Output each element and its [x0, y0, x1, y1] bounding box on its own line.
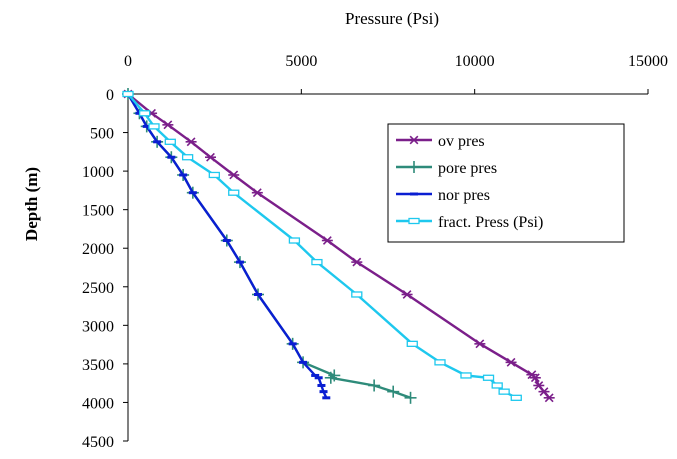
data-point — [351, 257, 363, 267]
x-tick-label: 10000 — [455, 53, 495, 70]
data-point — [317, 383, 326, 387]
data-point — [321, 236, 333, 245]
data-point — [510, 394, 522, 401]
y-tick-label: 4000 — [82, 395, 114, 412]
data-point — [185, 137, 197, 147]
data-point — [401, 290, 413, 299]
data-point — [164, 138, 176, 145]
data-point — [148, 123, 160, 130]
data-point — [529, 373, 541, 383]
legend-swatch-marker — [408, 217, 420, 225]
y-tick-label: 2500 — [82, 280, 114, 297]
data-point — [434, 359, 446, 366]
data-point — [208, 171, 220, 179]
data-point — [324, 371, 337, 384]
data-point — [179, 173, 188, 177]
data-point — [288, 342, 297, 346]
data-point — [474, 339, 486, 349]
data-point — [235, 260, 244, 264]
legend-item: pore pres — [396, 160, 497, 177]
y-tick-label: 0 — [106, 87, 114, 104]
data-point — [311, 373, 320, 377]
x-axis-title: Pressure (Psi) — [345, 9, 439, 28]
y-tick-label: 4500 — [82, 434, 114, 451]
legend-swatch-marker — [410, 192, 418, 196]
data-point — [205, 152, 217, 162]
data-point — [153, 140, 162, 144]
x-tick-label: 5000 — [285, 53, 317, 70]
data-point — [387, 385, 400, 398]
x-tick-label: 15000 — [628, 53, 668, 70]
data-point — [498, 388, 510, 395]
data-point — [122, 90, 134, 98]
data-point — [368, 379, 381, 392]
data-point — [251, 188, 263, 198]
series-0 — [122, 89, 555, 403]
legend-label: fract. Press (Psi) — [438, 214, 543, 231]
data-point — [460, 372, 472, 379]
y-tick-label: 1500 — [82, 203, 114, 220]
data-point — [222, 239, 231, 243]
data-point — [138, 110, 151, 117]
legend: ov pres pore pres nor pres fract. Press (Ps… — [387, 123, 625, 243]
axes: 0 5000 10000 15000 0 500 1000 1500 2000 2500 3000 3… — [22, 9, 668, 451]
data-point — [482, 374, 495, 381]
legend-box — [387, 123, 625, 243]
legend-item: nor pres — [396, 187, 490, 204]
data-point — [404, 391, 417, 404]
legend-item: fract. Press (Psi) — [396, 214, 543, 231]
data-point — [228, 189, 240, 196]
data-point — [543, 393, 555, 403]
data-point — [406, 340, 418, 347]
series-3 — [122, 90, 522, 401]
data-point — [319, 390, 328, 394]
data-point — [314, 376, 323, 380]
legend-swatch-marker — [408, 135, 420, 145]
series-layer — [122, 88, 555, 404]
data-point — [228, 170, 240, 180]
data-point — [181, 154, 194, 161]
x-tick-label: 0 — [124, 53, 132, 70]
data-point — [288, 237, 301, 244]
legend-label: pore pres — [438, 160, 497, 177]
data-point — [322, 396, 331, 400]
data-point — [167, 155, 176, 159]
data-point — [162, 120, 174, 130]
data-point — [491, 382, 503, 389]
y-tick-label: 3000 — [82, 318, 114, 335]
data-point — [311, 258, 323, 266]
y-tick-label: 1000 — [82, 164, 114, 181]
y-axis-title: Depth (m) — [22, 167, 41, 241]
y-tick-label: 500 — [90, 126, 114, 143]
data-point — [505, 357, 517, 367]
legend-swatch-marker — [408, 161, 420, 173]
series-1 — [122, 88, 417, 404]
legend-label: ov pres — [438, 133, 485, 150]
y-tick-label: 3500 — [82, 357, 114, 374]
data-point — [254, 292, 262, 296]
series-2 — [124, 92, 331, 400]
y-tick-label: 2000 — [82, 241, 114, 258]
data-point — [142, 124, 151, 128]
legend-label: nor pres — [438, 187, 490, 204]
legend-item: ov pres — [396, 133, 485, 150]
data-point — [188, 191, 197, 195]
data-point — [299, 360, 308, 364]
data-point — [351, 291, 363, 298]
